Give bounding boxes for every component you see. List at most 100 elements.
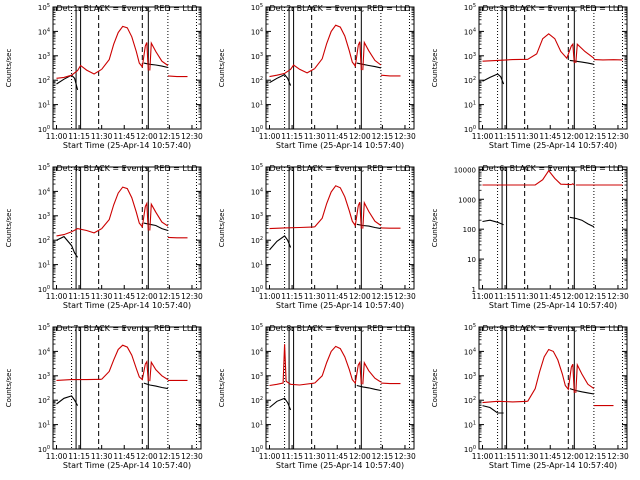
x-tick-label: 12:00 xyxy=(562,452,584,461)
y-tick-label: 102 xyxy=(464,76,476,85)
y-axis-label: Counts/sec xyxy=(5,49,13,88)
x-tick-label: 11:30 xyxy=(91,292,113,301)
series-line-lld xyxy=(101,344,146,381)
series-line-lld xyxy=(144,42,149,71)
y-tick-label: 104 xyxy=(38,27,50,36)
x-tick-label: 12:15 xyxy=(585,292,607,301)
series-line-events xyxy=(269,235,292,251)
series-line-lld xyxy=(482,33,572,62)
plot-frame xyxy=(478,326,628,450)
series-line-events xyxy=(269,397,292,411)
series-line-lld xyxy=(269,344,315,387)
y-tick-label: 100 xyxy=(38,285,50,294)
x-tick-label: 11:15 xyxy=(68,292,90,301)
x-tick-label: 12:15 xyxy=(159,292,181,301)
x-tick-label: 11:15 xyxy=(68,132,90,141)
chart-title: Det 7: BLACK = Events, RED = LLD xyxy=(57,324,198,333)
x-tick-label: 11:15 xyxy=(494,292,516,301)
x-tick-label: 12:00 xyxy=(349,132,371,141)
series-line-events xyxy=(482,73,505,85)
x-tick-label: 12:00 xyxy=(136,452,158,461)
series-line-lld xyxy=(56,64,102,79)
series-line-events xyxy=(482,219,504,226)
series-line-lld xyxy=(314,24,359,69)
y-axis-label: Counts/sec xyxy=(431,209,439,248)
y-tick-label: 104 xyxy=(38,347,50,356)
y-tick-label: 105 xyxy=(38,323,50,332)
y-tick-label: 102 xyxy=(464,396,476,405)
y-axis-label: Counts/sec xyxy=(218,369,226,408)
series-line-lld xyxy=(571,183,575,186)
y-tick-label: 104 xyxy=(251,347,263,356)
x-tick-label: 11:15 xyxy=(281,292,303,301)
series-line-lld xyxy=(527,348,572,402)
y-tick-label: 104 xyxy=(464,27,476,36)
x-axis-label: Start Time (25-Apr-14 10:57:40) xyxy=(63,461,191,470)
series-line-lld xyxy=(101,186,146,229)
chart-title: Det 6: BLACK = Events, RED = LLD xyxy=(483,164,624,173)
chart-title: Det 5: BLACK = Events, RED = LLD xyxy=(270,164,411,173)
y-tick-label: 101 xyxy=(251,261,263,270)
y-tick-label: 103 xyxy=(251,372,263,381)
x-tick-label: 12:15 xyxy=(372,452,394,461)
y-tick-label: 100 xyxy=(38,125,50,134)
chart-panel-6: Det 6: BLACK = Events, RED = LLD Counts/s… xyxy=(431,164,629,310)
y-axis-label: Counts/sec xyxy=(431,49,439,88)
plot-frame xyxy=(52,6,202,130)
series-line-lld xyxy=(149,41,169,71)
series-line-lld xyxy=(269,64,315,78)
x-tick-label: 12:15 xyxy=(159,132,181,141)
x-tick-label: 11:00 xyxy=(259,292,281,301)
series-line-events xyxy=(269,73,292,86)
x-axis-label: Start Time (25-Apr-14 10:57:40) xyxy=(276,301,404,310)
x-tick-label: 11:45 xyxy=(326,452,348,461)
y-tick-label: 100 xyxy=(464,125,476,134)
series-line-lld xyxy=(167,75,188,78)
y-tick-label: 100 xyxy=(38,445,50,454)
plot-frame xyxy=(265,6,415,130)
x-tick-label: 11:30 xyxy=(304,452,326,461)
series-line-lld xyxy=(314,185,359,228)
x-tick-label: 11:30 xyxy=(517,452,539,461)
x-tick-label: 12:30 xyxy=(394,452,416,461)
y-tick-label: 102 xyxy=(251,396,263,405)
x-tick-label: 11:45 xyxy=(113,452,135,461)
chart-title: Det 9: BLACK = Events, RED = LLD xyxy=(483,324,624,333)
x-tick-label: 12:00 xyxy=(562,132,584,141)
series-line-lld xyxy=(56,228,102,237)
series-line-events xyxy=(143,382,168,390)
x-axis-label: Start Time (25-Apr-14 10:57:40) xyxy=(489,141,617,150)
series-line-lld xyxy=(482,169,572,186)
x-tick-label: 12:30 xyxy=(181,132,203,141)
series-line-events xyxy=(56,395,79,406)
chart-panel-3: Det 3: BLACK = Events, RED = LLD Counts/s… xyxy=(431,3,629,150)
y-tick-label: 103 xyxy=(38,372,50,381)
y-tick-label: 105 xyxy=(464,323,476,332)
x-axis-label: Start Time (25-Apr-14 10:57:40) xyxy=(489,301,617,310)
y-axis-label: Counts/sec xyxy=(218,209,226,248)
x-tick-label: 11:15 xyxy=(494,452,516,461)
y-tick-label: 101 xyxy=(464,421,476,430)
plot-frame xyxy=(478,166,628,290)
x-tick-label: 11:15 xyxy=(281,132,303,141)
x-tick-label: 12:30 xyxy=(607,292,629,301)
y-tick-label: 105 xyxy=(251,163,263,172)
y-tick-label: 10 xyxy=(467,256,476,264)
y-tick-label: 100 xyxy=(463,226,476,234)
series-line-lld xyxy=(570,363,575,393)
y-tick-label: 103 xyxy=(251,212,263,221)
chart-title: Det 4: BLACK = Events, RED = LLD xyxy=(57,164,198,173)
y-tick-label: 105 xyxy=(251,323,263,332)
x-tick-label: 12:15 xyxy=(585,452,607,461)
y-tick-label: 101 xyxy=(38,101,50,110)
x-tick-label: 11:15 xyxy=(494,132,516,141)
chart-panel-9: Det 9: BLACK = Events, RED = LLD Counts/s… xyxy=(431,323,629,470)
y-tick-label: 101 xyxy=(464,101,476,110)
y-tick-label: 104 xyxy=(38,187,50,196)
x-tick-label: 11:45 xyxy=(539,132,561,141)
y-tick-label: 104 xyxy=(251,27,263,36)
y-tick-label: 105 xyxy=(38,163,50,172)
chart-panel-7: Det 7: BLACK = Events, RED = LLD Counts/s… xyxy=(5,323,203,470)
series-line-lld xyxy=(380,382,401,385)
